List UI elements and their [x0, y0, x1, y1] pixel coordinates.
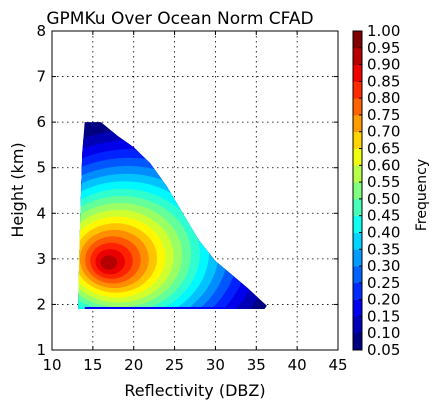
colorbar-tick-label: 0.45 [367, 207, 400, 225]
colorbar-swatch [353, 282, 362, 301]
colorbar-label: Frequency [414, 159, 430, 231]
colorbar-tick-label: 0.10 [367, 324, 400, 342]
colorbar-tick-label: 1.00 [367, 22, 400, 40]
colorbar-swatch [353, 165, 362, 183]
colorbar-tick-label: 0.80 [367, 89, 400, 107]
colorbar-tick-label: 0.90 [367, 56, 400, 74]
colorbar-tick-label: 0.65 [367, 140, 400, 158]
colorbar-frame [352, 30, 363, 351]
x-tick-label: 10 [42, 356, 61, 374]
colorbar-tick-label: 0.30 [367, 257, 400, 275]
colorbar-swatch [353, 333, 362, 351]
colorbar-swatch [353, 316, 362, 334]
colorbar-swatch [353, 114, 362, 133]
y-axis-label: Height (km) [8, 142, 27, 237]
colorbar-tick-label: 0.05 [367, 341, 400, 359]
x-tick-label: 15 [83, 356, 102, 374]
y-tick-label: 4 [36, 204, 46, 222]
y-tick-label: 5 [36, 159, 46, 177]
colorbar-swatch [353, 148, 362, 166]
colorbar-swatch [353, 299, 362, 317]
y-tick-label: 7 [36, 68, 46, 86]
y-tick-label: 2 [36, 295, 46, 313]
y-tick-label: 3 [36, 250, 46, 268]
x-tick-label: 40 [288, 356, 307, 374]
x-tick-label: 25 [165, 356, 184, 374]
colorbar-swatch [353, 81, 362, 99]
colorbar-swatch [353, 249, 362, 267]
y-tick-label: 1 [36, 341, 46, 359]
contour-band [84, 306, 224, 309]
colorbar-tick-label: 0.20 [367, 291, 400, 309]
colorbar-swatch [353, 232, 362, 250]
colorbar-swatch [353, 266, 362, 284]
colorbar-tick-label: 0.55 [367, 173, 400, 191]
colorbar-tick-label: 0.70 [367, 123, 400, 141]
colorbar-swatch [353, 215, 362, 233]
colorbar-swatch [353, 131, 362, 149]
colorbar-swatch [353, 182, 362, 200]
colorbar-swatch [353, 47, 362, 65]
x-axis-ticks: 10 15 20 25 30 35 40 45 [42, 31, 348, 374]
x-tick-label: 20 [124, 356, 143, 374]
x-axis-label: Reflectivity (DBZ) [124, 381, 265, 400]
colorbar-swatch [353, 64, 362, 82]
colorbar-tick-label: 0.40 [367, 223, 400, 241]
colorbar-swatch [353, 198, 362, 217]
colorbar-tick-label: 0.85 [367, 72, 400, 90]
colorbar-swatch [353, 31, 362, 49]
colorbar-tick-label: 0.35 [367, 240, 400, 258]
colorbar-tick-label: 0.95 [367, 39, 400, 57]
x-tick-label: 45 [328, 356, 347, 374]
y-tick-label: 6 [36, 113, 46, 131]
chart-title: GPMKu Over Ocean Norm CFAD [46, 9, 313, 29]
colorbar-tick-label: 0.50 [367, 190, 400, 208]
contour-band [100, 255, 118, 270]
contour-field [78, 122, 267, 309]
colorbar: 0.050.100.150.200.250.300.350.400.450.50… [352, 22, 400, 359]
x-tick-label: 35 [247, 356, 266, 374]
axes-frame [51, 30, 339, 351]
colorbar-tick-label: 0.60 [367, 156, 400, 174]
y-axis-ticks: 1 2 3 4 5 6 7 8 [36, 22, 338, 359]
colorbar-tick-label: 0.75 [367, 106, 400, 124]
colorbar-tick-label: 0.15 [367, 307, 400, 325]
colorbar-tick-label: 0.25 [367, 274, 400, 292]
x-tick-label: 30 [206, 356, 225, 374]
y-tick-label: 8 [36, 22, 46, 40]
colorbar-swatch [353, 98, 362, 116]
